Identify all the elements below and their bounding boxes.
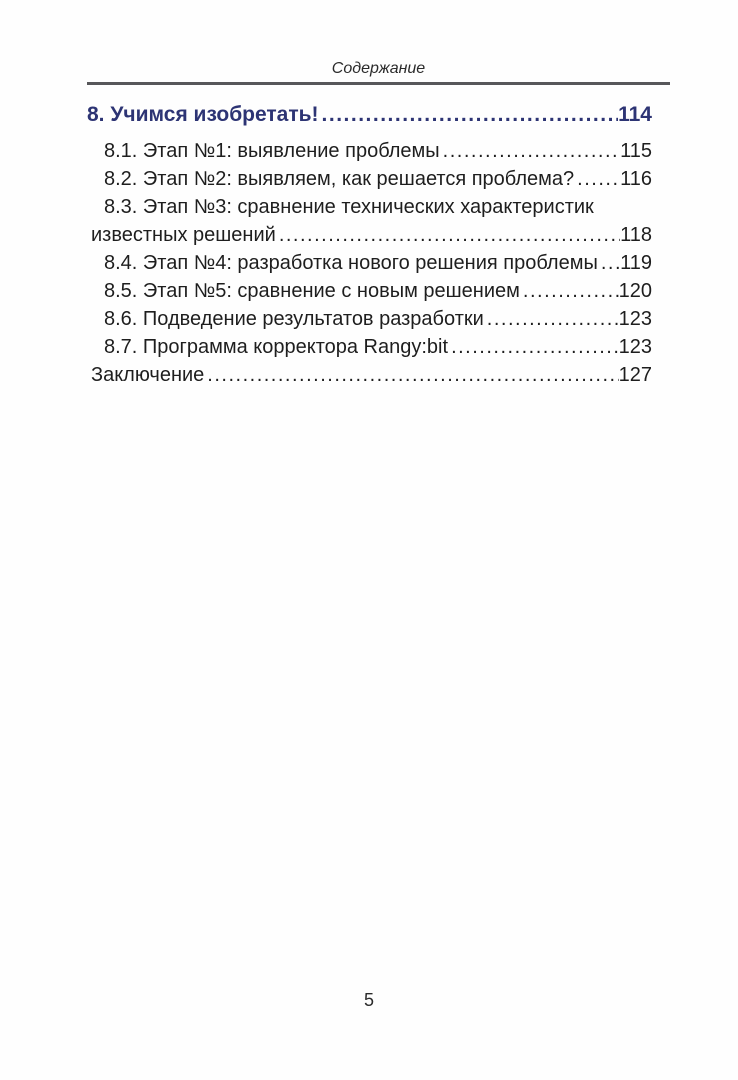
- toc-entry-text: 8.1. Этап №1: выявление проблемы: [104, 140, 440, 162]
- toc-page-number: 115: [620, 140, 652, 162]
- toc-entry-text: 8.4. Этап №4: разработка нового решения …: [104, 252, 598, 274]
- toc-dot-leader: [577, 165, 620, 193]
- toc-row: 8. Учимся изобретать! 114: [87, 102, 652, 128]
- toc-entry-text: 8.7. Программа корректора Rangy:bit: [104, 336, 449, 358]
- toc-row: известных решений 118: [87, 221, 652, 249]
- toc-page-number: 119: [620, 252, 652, 274]
- toc-page-number: 118: [620, 224, 652, 246]
- toc-dot-leader: [523, 277, 619, 305]
- toc-entry-text: 8.2. Этап №2: выявляем, как решается про…: [104, 168, 575, 190]
- toc-page-number: 120: [618, 280, 652, 302]
- toc-dot-leader: [601, 249, 620, 277]
- running-header: Содержание: [87, 58, 670, 80]
- toc-entry-text: 8.3. Этап №3: сравнение технических хара…: [104, 196, 594, 218]
- toc-entry-text: Заключение: [91, 364, 205, 386]
- toc-page-number: 116: [620, 168, 652, 190]
- running-header-title: Содержание: [331, 60, 426, 77]
- toc-row: 8.7. Программа корректора Rangy:bit 123: [87, 333, 652, 361]
- table-of-contents: 8. Учимся изобретать! 114 8.1. Этап №1: …: [87, 102, 652, 389]
- toc-row: 8.4. Этап №4: разработка нового решения …: [87, 249, 652, 277]
- toc-row: 8.1. Этап №1: выявление проблемы 115: [87, 137, 652, 165]
- toc-page-number: 123: [618, 308, 652, 330]
- page-number: 5: [363, 990, 374, 1010]
- toc-dot-leader: [487, 305, 619, 333]
- toc-row: 8.6. Подведение результатов разработки 1…: [87, 305, 652, 333]
- toc-row: 8.3. Этап №3: сравнение технических хара…: [87, 193, 652, 221]
- toc-dot-leader: [451, 333, 619, 361]
- header-rule: [87, 82, 670, 85]
- toc-dot-leader: [322, 102, 619, 128]
- toc-row: 8.5. Этап №5: сравнение с новым решением…: [87, 277, 652, 305]
- toc-entry-text: 8. Учимся изобретать!: [87, 103, 319, 126]
- toc-dot-leader: [207, 361, 618, 389]
- toc-page-number: 123: [618, 336, 652, 358]
- toc-row: Заключение 127: [87, 361, 652, 389]
- toc-entry-text: известных решений: [91, 224, 276, 246]
- toc-row: 8.2. Этап №2: выявляем, как решается про…: [87, 165, 652, 193]
- toc-dot-leader: [443, 137, 620, 165]
- toc-page-number: 127: [618, 364, 652, 386]
- page-footer: 5: [0, 988, 738, 1012]
- toc-entry-text: 8.6. Подведение результатов разработки: [104, 308, 484, 330]
- toc-page-number: 114: [618, 103, 652, 126]
- toc-entry-text: 8.5. Этап №5: сравнение с новым решением: [104, 280, 520, 302]
- toc-dot-leader: [279, 221, 620, 249]
